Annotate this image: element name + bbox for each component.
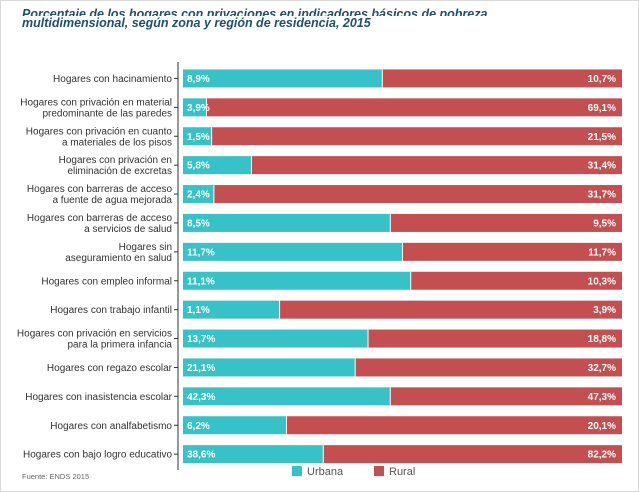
bar-urbana — [183, 416, 287, 435]
value-label-urbana: 8,9% — [187, 74, 210, 85]
value-label-rural: 82,2% — [588, 450, 616, 461]
bar-rural — [279, 300, 622, 319]
value-label-urbana: 1,1% — [187, 305, 210, 316]
category-label: a fuente de agua mejorada — [52, 195, 172, 206]
bar-urbana — [183, 445, 324, 464]
legend-label-urbana: Urbana — [307, 466, 344, 478]
bar-urbana — [183, 242, 403, 261]
legend-swatch-urbana — [292, 466, 302, 476]
category-label: a servicios de salud — [84, 224, 172, 235]
category-label: Hogares sin — [119, 242, 172, 253]
bar-rural — [402, 242, 622, 261]
category-label: Hogares con privación en cuanto — [26, 126, 173, 137]
value-label-rural: 3,9% — [593, 305, 616, 316]
bar-urbana — [183, 271, 411, 290]
value-label-rural: 47,3% — [588, 392, 616, 403]
category-label: Hogares con barreras de acceso — [27, 213, 173, 224]
value-label-rural: 11,7% — [588, 247, 616, 258]
value-label-rural: 9,5% — [593, 218, 616, 229]
bar-rural — [390, 387, 622, 406]
chart-title-line-2: multidimensional, según zona y región de… — [22, 16, 371, 30]
value-label-urbana: 2,4% — [187, 190, 210, 201]
bar-rural — [323, 445, 622, 464]
value-label-urbana: 8,5% — [187, 218, 210, 229]
value-label-urbana: 13,7% — [187, 334, 215, 345]
category-label: Hogares con privación en — [59, 155, 172, 166]
value-label-rural: 10,3% — [588, 276, 616, 287]
bar-urbana — [183, 300, 280, 319]
value-label-urbana: 6,2% — [187, 421, 210, 432]
value-label-urbana: 11,1% — [187, 276, 215, 287]
value-label-rural: 69,1% — [588, 103, 616, 114]
bar-rural — [368, 329, 622, 348]
category-label: Hogares con analfabetismo — [50, 421, 172, 432]
bar-urbana — [183, 185, 214, 204]
bar-urbana — [183, 127, 212, 146]
category-label: eliminación de excretas — [68, 166, 173, 177]
value-label-urbana: 1,5% — [187, 132, 210, 143]
bar-urbana — [183, 156, 252, 175]
bar-rural — [286, 416, 622, 435]
value-label-rural: 20,1% — [588, 421, 616, 432]
value-label-rural: 18,8% — [588, 334, 616, 345]
category-label: Hogares con privación en servicios — [17, 329, 172, 340]
chart-title-line-1: Porcentaje de los hogares con privacione… — [22, 7, 488, 16]
value-label-urbana: 5,8% — [187, 161, 210, 172]
value-label-urbana: 38,6% — [187, 450, 215, 461]
value-label-rural: 32,7% — [588, 363, 616, 374]
value-label-urbana: 42,3% — [187, 392, 215, 403]
value-label-rural: 10,7% — [588, 74, 616, 85]
category-label: Hogares con regazo escolar — [47, 363, 173, 374]
bar-rural — [206, 98, 622, 117]
bar-rural — [355, 358, 622, 377]
legend-label-rural: Rural — [389, 466, 415, 478]
category-label: aseguramiento en salud — [65, 253, 172, 264]
chart-title: Porcentaje de los hogares con privacione… — [22, 7, 622, 30]
category-label: para la primera infancia — [68, 340, 173, 351]
source-note: Fuente: ENDS 2015 — [22, 472, 90, 481]
bar-urbana — [183, 358, 356, 377]
category-label: a materiales de los pisos — [62, 137, 172, 148]
bar-rural — [211, 127, 622, 146]
bar-rural — [213, 185, 623, 204]
bar-rural — [390, 213, 622, 232]
bar-rural — [382, 69, 622, 88]
bar-urbana — [183, 329, 369, 348]
value-label-urbana: 3,9% — [187, 103, 210, 114]
value-label-urbana: 21,1% — [187, 363, 215, 374]
category-label: Hogares con hacinamiento — [53, 74, 172, 85]
legend-swatch-rural — [374, 466, 384, 476]
category-label: Hogares con inasistencia escolar — [25, 392, 172, 403]
value-label-rural: 21,5% — [588, 132, 616, 143]
category-label: Hogares con bajo logro educativo — [23, 450, 172, 461]
value-label-rural: 31,7% — [588, 190, 616, 201]
bar-urbana — [183, 98, 207, 117]
category-label: Hogares con empleo informal — [41, 276, 172, 287]
category-label: predominante de las paredes — [42, 108, 172, 119]
bar-urbana — [183, 69, 383, 88]
value-label-rural: 31,4% — [588, 161, 616, 172]
category-label: Hogares con barreras de acceso — [27, 184, 173, 195]
bar-urbana — [183, 387, 391, 406]
category-label: Hogares con trabajo infantil — [50, 305, 172, 316]
bar-rural — [410, 271, 622, 290]
category-label: Hogares con privación en material — [20, 97, 172, 108]
bar-urbana — [183, 213, 391, 232]
bar-rural — [251, 156, 622, 175]
value-label-urbana: 11,7% — [187, 247, 215, 258]
